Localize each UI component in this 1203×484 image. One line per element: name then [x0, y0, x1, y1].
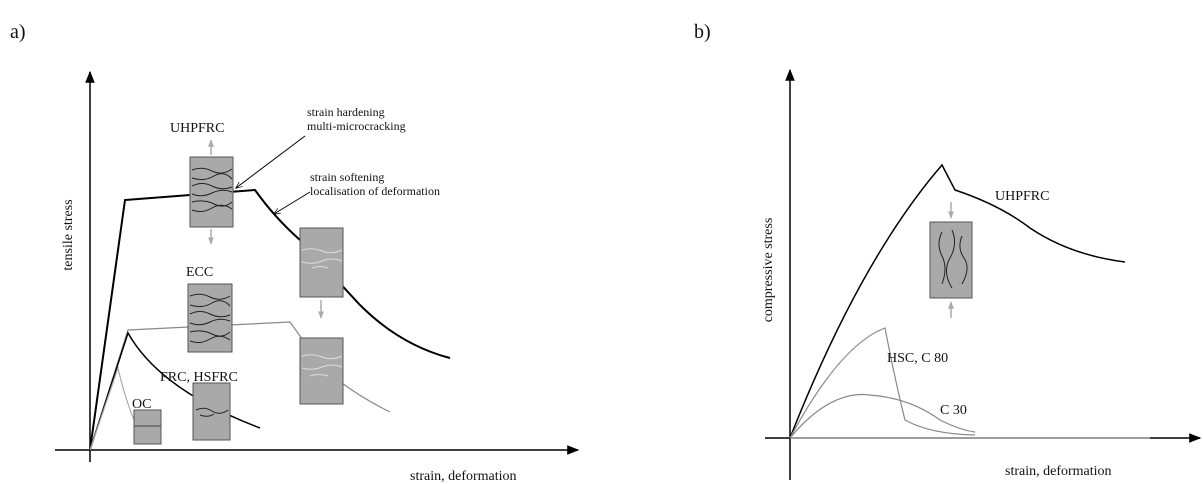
- curve-label: UHPFRC: [995, 189, 1049, 204]
- specimens: [133, 139, 344, 445]
- curve-label: C 30: [940, 403, 967, 418]
- annotation-arrow: [236, 135, 306, 188]
- specimen: [929, 202, 973, 318]
- curve-label: ECC: [186, 265, 213, 280]
- curve-label: UHPFRC: [170, 121, 224, 136]
- uhpfrc-curve: [789, 163, 1126, 439]
- panel-label: b): [694, 21, 711, 43]
- panel-a: a) tensile stress strain, deformation UH…: [10, 21, 580, 484]
- hsc-curve: [789, 327, 976, 439]
- frc-curve: [89, 331, 261, 451]
- oc-curve: [89, 365, 135, 451]
- annotation: strain hardening: [307, 105, 385, 119]
- x-axis-label: strain, deformation: [410, 469, 517, 484]
- annotation-arrow: [274, 191, 311, 214]
- curve-label: HSC, C 80: [887, 351, 948, 366]
- curve-label: FRC, HSFRC: [160, 370, 238, 385]
- annotation: strain softening: [310, 170, 384, 184]
- annotation: multi-microcracking: [307, 119, 406, 133]
- panel-b: b) compressive stress strain, deformatio…: [694, 21, 1202, 480]
- c30-curve: [789, 393, 976, 439]
- y-axis-label: tensile stress: [61, 199, 76, 270]
- x-axis-label: strain, deformation: [1005, 464, 1112, 479]
- annotation: localisation of deformation: [310, 184, 440, 198]
- curve-label: OC: [132, 397, 151, 412]
- panel-label: a): [10, 21, 26, 43]
- y-axis-label: compressive stress: [761, 218, 776, 323]
